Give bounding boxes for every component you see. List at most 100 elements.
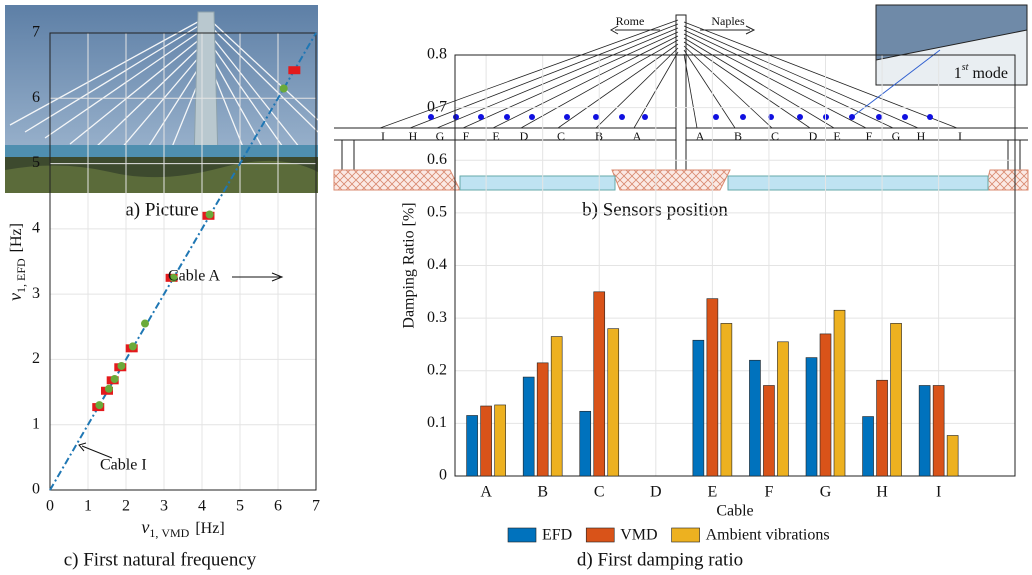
cable-label: F <box>463 129 470 143</box>
sensor <box>428 114 434 120</box>
cable <box>683 29 894 129</box>
bar <box>692 339 705 477</box>
cable-label: D <box>520 129 529 143</box>
cable-label: E <box>833 129 840 143</box>
bar <box>607 328 620 477</box>
legend-label: EFD <box>542 527 572 544</box>
bar <box>720 323 733 477</box>
legend-label: Ambient vibrations <box>706 527 830 544</box>
cable-label: H <box>917 129 926 143</box>
y-tick-label: 0.7 <box>427 98 447 115</box>
subscript: 1, EFD <box>14 258 28 293</box>
axis-label: ν1, EFD [Hz] <box>5 223 28 301</box>
y-tick-label: 5 <box>32 154 40 171</box>
sensor <box>478 114 484 120</box>
cable <box>436 27 679 129</box>
bar <box>536 362 549 477</box>
x-tick-label: 0 <box>46 498 54 515</box>
cable-label: C <box>771 129 779 143</box>
bar <box>763 385 775 477</box>
sensor <box>642 114 648 120</box>
cable-label: H <box>409 129 418 143</box>
annotation: 1st mode <box>954 62 1008 81</box>
city-label: Naples <box>711 14 745 28</box>
cable-label: C <box>557 129 565 143</box>
point <box>279 84 288 93</box>
cable <box>683 49 736 129</box>
cable <box>595 47 679 129</box>
cable <box>683 41 811 129</box>
x-axis-label: Cable <box>716 503 753 520</box>
y-tick-label: 2 <box>32 350 40 367</box>
x-tick-label: C <box>594 484 605 501</box>
cable <box>379 19 679 129</box>
x-tick-label: G <box>820 484 832 501</box>
point <box>141 319 149 328</box>
y-axis-label: Damping Ratio [%] <box>401 202 418 328</box>
arrow <box>232 272 284 282</box>
x-tick-label: 2 <box>122 498 130 515</box>
point <box>110 375 119 384</box>
caption: d) First damping ratio <box>577 549 743 570</box>
bar <box>579 410 592 477</box>
reference-line <box>49 32 317 491</box>
x-tick-label: H <box>876 484 888 501</box>
legend-label: VMD <box>620 527 657 544</box>
plot-frame <box>454 54 1016 477</box>
point <box>104 384 113 393</box>
sensor <box>593 114 599 120</box>
x-tick-label: B <box>537 484 548 501</box>
bar <box>918 385 931 477</box>
cable <box>492 35 679 129</box>
y-tick-label: 1 <box>32 415 40 432</box>
annotation-part: 1 <box>954 65 962 82</box>
cable-label: D <box>809 129 818 143</box>
subscript: 1, VMD <box>149 526 189 540</box>
legend-swatch <box>585 527 615 543</box>
x-tick-label: D <box>650 484 662 501</box>
y-tick-label: 4 <box>32 220 40 237</box>
cable <box>683 33 867 129</box>
bar <box>890 323 902 477</box>
bar <box>706 298 719 477</box>
point <box>288 66 301 75</box>
bar <box>480 405 492 477</box>
legend-swatch <box>671 527 700 543</box>
y-tick-label: 0.5 <box>427 204 447 221</box>
x-tick-label: I <box>936 484 941 501</box>
y-tick-label: 0.8 <box>427 46 447 63</box>
sensor <box>619 114 625 120</box>
y-tick-label: 7 <box>32 24 40 41</box>
cable-label: I <box>381 129 385 143</box>
annotation-part: mode <box>972 65 1008 82</box>
sensor <box>740 114 746 120</box>
x-tick-label: F <box>764 484 773 501</box>
sensor <box>564 114 570 120</box>
bar <box>946 435 959 477</box>
bar <box>494 404 506 477</box>
cable <box>683 45 773 129</box>
cable-label: A <box>633 129 642 143</box>
city-label: Rome <box>616 14 645 28</box>
cable-label: B <box>734 129 742 143</box>
cable-label: I <box>958 129 962 143</box>
sensor <box>504 114 510 120</box>
axis-label: ν1, VMD [Hz] <box>141 517 224 540</box>
cable <box>409 23 679 129</box>
annotation-part: st <box>962 62 969 73</box>
cable <box>462 31 679 129</box>
point <box>128 342 137 351</box>
y-tick-label: 3 <box>32 285 40 302</box>
symbol: ν <box>141 517 149 537</box>
point <box>205 210 214 219</box>
y-tick-label: 0.1 <box>427 414 447 431</box>
unit: [Hz] <box>195 520 224 537</box>
bar <box>819 333 832 477</box>
sensor <box>797 114 803 120</box>
bar <box>876 379 888 477</box>
point <box>117 361 126 370</box>
sensor <box>768 114 774 120</box>
cable <box>683 25 919 129</box>
y-tick-label: 0.3 <box>427 309 447 326</box>
